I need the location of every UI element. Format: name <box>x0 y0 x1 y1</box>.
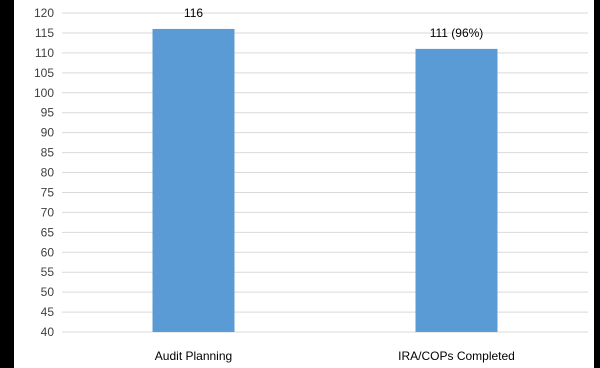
y-tick-label: 95 <box>41 106 55 120</box>
data-label: 116 <box>184 6 203 20</box>
y-tick-label: 80 <box>41 166 55 180</box>
y-tick-label: 45 <box>41 305 55 319</box>
x-tick-label: Audit Planning <box>155 349 232 363</box>
y-tick-label: 90 <box>41 126 55 140</box>
y-tick-label: 70 <box>41 205 55 219</box>
y-tick-label: 120 <box>34 6 54 20</box>
y-tick-label: 65 <box>41 225 55 239</box>
y-tick-label: 50 <box>41 285 55 299</box>
y-tick-label: 85 <box>41 146 55 160</box>
bar <box>415 48 498 332</box>
y-tick-label: 100 <box>34 86 54 100</box>
y-tick-label: 60 <box>41 245 55 259</box>
y-tick-label: 55 <box>41 265 55 279</box>
y-tick-label: 110 <box>35 46 54 60</box>
y-tick-label: 40 <box>41 325 55 339</box>
x-tick-label: IRA/COPs Completed <box>398 349 515 363</box>
y-tick-label: 115 <box>35 26 54 40</box>
data-label: 111 (96%) <box>430 26 484 40</box>
bar <box>152 28 235 332</box>
y-tick-label: 75 <box>41 185 55 199</box>
y-tick-label: 105 <box>34 66 54 80</box>
